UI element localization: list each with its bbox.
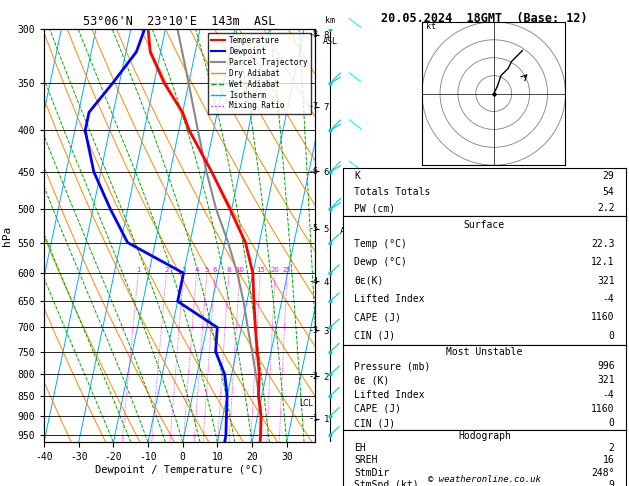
Text: 8: 8 bbox=[226, 267, 231, 273]
Text: StmSpd (kt): StmSpd (kt) bbox=[354, 480, 419, 486]
Text: © weatheronline.co.uk: © weatheronline.co.uk bbox=[428, 474, 541, 484]
Text: EH: EH bbox=[354, 443, 366, 453]
Text: 10: 10 bbox=[235, 267, 244, 273]
Text: km: km bbox=[325, 16, 335, 25]
Text: Dewp (°C): Dewp (°C) bbox=[354, 257, 407, 267]
Text: Surface: Surface bbox=[464, 221, 505, 230]
Text: LCL: LCL bbox=[299, 399, 313, 408]
Text: 248°: 248° bbox=[591, 468, 615, 478]
Title: 53°06'N  23°10'E  143m  ASL: 53°06'N 23°10'E 143m ASL bbox=[83, 15, 276, 28]
Text: 25: 25 bbox=[283, 267, 291, 273]
Text: CIN (J): CIN (J) bbox=[354, 418, 395, 428]
Text: 15: 15 bbox=[256, 267, 265, 273]
Text: -2: -2 bbox=[309, 372, 319, 381]
Text: 321: 321 bbox=[597, 276, 615, 286]
Text: 12.1: 12.1 bbox=[591, 257, 615, 267]
Text: Totals Totals: Totals Totals bbox=[354, 187, 430, 197]
Text: 4: 4 bbox=[194, 267, 199, 273]
Text: -6: -6 bbox=[309, 167, 319, 175]
Text: 16: 16 bbox=[603, 455, 615, 466]
Text: 996: 996 bbox=[597, 361, 615, 371]
Text: 1160: 1160 bbox=[591, 312, 615, 323]
Text: 29: 29 bbox=[603, 171, 615, 181]
Text: 5: 5 bbox=[204, 267, 209, 273]
Text: Temp (°C): Temp (°C) bbox=[354, 239, 407, 249]
Text: -1: -1 bbox=[309, 414, 319, 423]
Text: CAPE (J): CAPE (J) bbox=[354, 312, 401, 323]
Text: 0: 0 bbox=[609, 418, 615, 428]
Text: -4: -4 bbox=[603, 390, 615, 399]
Text: K: K bbox=[354, 171, 360, 181]
Text: PW (cm): PW (cm) bbox=[354, 203, 395, 213]
Text: 6: 6 bbox=[213, 267, 218, 273]
Text: Lifted Index: Lifted Index bbox=[354, 294, 425, 304]
Text: -5: -5 bbox=[309, 225, 319, 233]
Text: kt: kt bbox=[426, 22, 436, 31]
Text: 0: 0 bbox=[609, 331, 615, 341]
Text: θε(K): θε(K) bbox=[354, 276, 384, 286]
Text: 20.05.2024  18GMT  (Base: 12): 20.05.2024 18GMT (Base: 12) bbox=[381, 12, 587, 25]
Text: θε (K): θε (K) bbox=[354, 376, 389, 385]
Text: 1: 1 bbox=[136, 267, 140, 273]
Text: CIN (J): CIN (J) bbox=[354, 331, 395, 341]
Y-axis label: hPa: hPa bbox=[2, 226, 12, 246]
Text: 1160: 1160 bbox=[591, 404, 615, 414]
X-axis label: Dewpoint / Temperature (°C): Dewpoint / Temperature (°C) bbox=[95, 465, 264, 475]
Text: Lifted Index: Lifted Index bbox=[354, 390, 425, 399]
Text: 321: 321 bbox=[597, 376, 615, 385]
Text: Pressure (mb): Pressure (mb) bbox=[354, 361, 430, 371]
Text: -8: -8 bbox=[309, 31, 319, 39]
Text: 22.3: 22.3 bbox=[591, 239, 615, 249]
Text: 54: 54 bbox=[603, 187, 615, 197]
Text: 9: 9 bbox=[609, 480, 615, 486]
Text: ASL: ASL bbox=[323, 37, 338, 47]
Text: -7: -7 bbox=[309, 102, 319, 111]
Text: -3: -3 bbox=[309, 326, 319, 335]
Text: 3: 3 bbox=[182, 267, 186, 273]
Text: Hodograph: Hodograph bbox=[458, 431, 511, 441]
Text: -4: -4 bbox=[309, 277, 319, 286]
Text: 2.2: 2.2 bbox=[597, 203, 615, 213]
Legend: Temperature, Dewpoint, Parcel Trajectory, Dry Adiabat, Wet Adiabat, Isotherm, Mi: Temperature, Dewpoint, Parcel Trajectory… bbox=[208, 33, 311, 114]
Text: SREH: SREH bbox=[354, 455, 377, 466]
Y-axis label: km
ASL: km ASL bbox=[340, 216, 357, 236]
Text: StmDir: StmDir bbox=[354, 468, 389, 478]
Text: 20: 20 bbox=[271, 267, 280, 273]
Text: CAPE (J): CAPE (J) bbox=[354, 404, 401, 414]
Text: 2: 2 bbox=[609, 443, 615, 453]
Text: 2: 2 bbox=[164, 267, 169, 273]
Text: Most Unstable: Most Unstable bbox=[446, 347, 523, 357]
Text: -4: -4 bbox=[603, 294, 615, 304]
